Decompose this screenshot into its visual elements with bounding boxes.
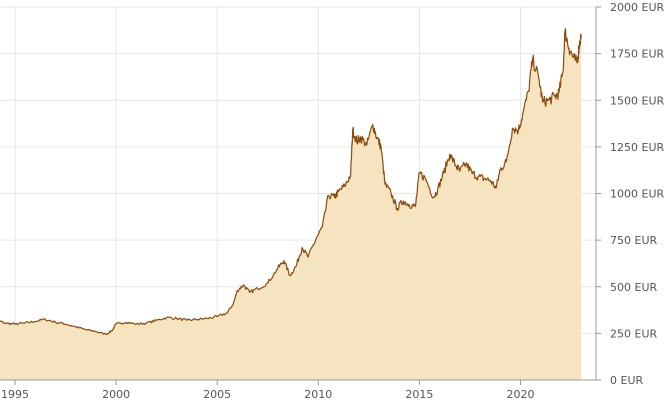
y-axis: 0 EUR 250 EUR 500 EUR 750 EUR 1000 EUR 1250 E… (595, 1, 664, 387)
y-tick-label: 1000 EUR (610, 188, 664, 201)
y-tick-label: 2000 EUR (610, 1, 664, 14)
x-tick-label: 2005 (203, 388, 231, 401)
x-tick-label: 1995 (1, 388, 29, 401)
x-tick-label: 2015 (405, 388, 433, 401)
y-tick-label: 750 EUR (610, 234, 657, 247)
y-tick-label: 1500 EUR (610, 94, 664, 107)
series-area-fill (0, 28, 582, 380)
y-tick-labels: 0 EUR 250 EUR 500 EUR 750 EUR 1000 EUR 1250 E… (596, 1, 664, 387)
y-tick-label: 1250 EUR (610, 141, 664, 154)
y-tick-label: 250 EUR (610, 327, 657, 340)
x-tick-labels: 1995 2000 2005 2010 2015 2020 (1, 380, 535, 401)
y-tick-label: 0 EUR (610, 374, 643, 387)
series-line (0, 28, 582, 336)
x-tick-label: 2010 (304, 388, 332, 401)
y-tick-label: 500 EUR (610, 281, 657, 294)
y-tick-label: 1750 EUR (610, 48, 664, 61)
x-tick-label: 2020 (507, 388, 535, 401)
x-axis: 1995 2000 2005 2010 2015 2020 (0, 379, 596, 401)
x-tick-label: 2000 (102, 388, 130, 401)
